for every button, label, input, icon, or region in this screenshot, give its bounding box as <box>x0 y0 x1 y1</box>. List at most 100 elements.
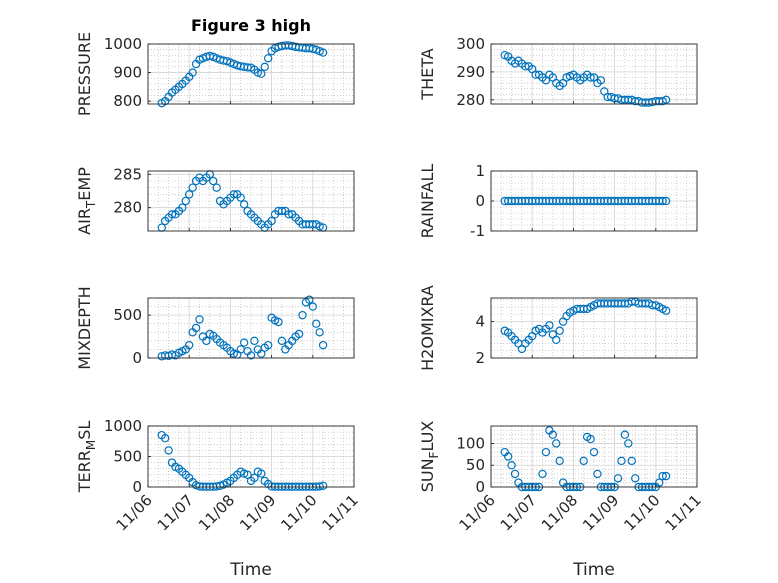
data-point <box>160 434 170 443</box>
data-point <box>243 470 252 479</box>
data-point <box>315 482 324 491</box>
data-point <box>510 469 520 479</box>
data-point <box>308 302 317 311</box>
data-point <box>620 430 630 439</box>
y-tick-label: 1 <box>475 162 485 180</box>
x-tick-label: 11/08 <box>538 491 581 534</box>
data-point <box>229 190 239 199</box>
y-tick-label: 50 <box>466 456 485 474</box>
data-point <box>188 68 197 77</box>
x-tick-label: 11/10 <box>620 491 663 534</box>
y-tick-label: 500 <box>113 448 142 466</box>
y-tick-label: 4 <box>475 313 485 331</box>
data-point <box>589 447 599 457</box>
y-tick-label: 2 <box>475 349 485 367</box>
x-tick-label: 11/09 <box>579 491 622 534</box>
data-point <box>212 183 221 192</box>
data-point <box>274 317 283 327</box>
data-point <box>239 338 249 347</box>
data-point <box>548 430 558 439</box>
data-point <box>318 340 328 350</box>
data-point <box>257 69 266 78</box>
subplot-3: 280 285 AIRTEMP <box>75 165 355 235</box>
x-tick-label: 11/09 <box>236 491 279 534</box>
y-tick-label: 1000 <box>104 417 142 435</box>
y-axis-label: SUNFLUX <box>418 421 441 493</box>
axes-box <box>490 425 698 488</box>
data-point <box>246 351 256 360</box>
data-point <box>586 434 595 444</box>
data-point <box>596 76 606 85</box>
data-point <box>263 54 273 63</box>
axes-box <box>147 170 355 232</box>
y-axis-label: AIRTEMP <box>75 167 98 235</box>
y-tick-label: 1000 <box>104 35 142 53</box>
x-tick-label: 11/07 <box>497 491 540 534</box>
y-axis-label: MIXDEPTH <box>75 286 94 369</box>
y-axis-label: RAINFALL <box>418 164 437 239</box>
y-tick-label: 100 <box>456 434 485 452</box>
x-axis-label-left: Time <box>229 560 272 580</box>
data-point <box>277 206 287 216</box>
axes-box <box>490 297 698 359</box>
y-tick-label: 300 <box>456 35 485 53</box>
y-tick-label: 285 <box>113 165 142 183</box>
data-point <box>184 340 194 350</box>
y-axis-label: PRESSURE <box>75 32 94 116</box>
y-tick-label: 800 <box>113 92 142 110</box>
data-series <box>157 170 328 232</box>
data-point <box>164 446 173 455</box>
data-series <box>500 297 671 354</box>
data-point <box>315 328 324 337</box>
y-tick-label: 500 <box>113 306 142 324</box>
data-point <box>229 349 239 358</box>
x-axis-label-right: Time <box>572 560 615 580</box>
data-point <box>555 456 564 466</box>
data-point <box>294 329 304 339</box>
y-tick-label: 280 <box>113 199 142 217</box>
y-axis-label: H2OMIXRA <box>418 285 437 371</box>
data-point <box>191 323 201 333</box>
data-point <box>167 210 177 219</box>
data-point <box>209 176 218 186</box>
subplot-6: 2 4 H2OMIXRA <box>418 285 698 371</box>
data-point <box>613 474 623 483</box>
data-point <box>298 310 307 320</box>
data-point <box>195 315 204 324</box>
data-point <box>661 306 671 315</box>
axes-box <box>490 43 698 105</box>
data-point <box>631 474 640 483</box>
subplot-4: -1 0 1 RAINFALL <box>418 162 698 240</box>
x-tick-label: 11/10 <box>277 491 320 534</box>
data-point <box>538 469 547 479</box>
y-axis-label: TERRMSL <box>75 421 98 494</box>
data-point <box>658 471 667 481</box>
data-point <box>579 456 588 466</box>
data-point <box>507 461 516 470</box>
data-point <box>305 295 314 304</box>
data-point <box>318 48 328 57</box>
data-series <box>157 41 328 108</box>
data-point <box>552 335 561 345</box>
axes-box <box>147 43 355 105</box>
data-point <box>284 210 293 219</box>
data-point <box>627 456 636 466</box>
data-point <box>236 193 245 202</box>
data-point <box>531 70 540 79</box>
minor-grid <box>147 171 355 231</box>
figure-title: Figure 3 high <box>191 16 311 35</box>
data-point <box>253 68 263 77</box>
data-point <box>277 336 287 346</box>
data-point <box>555 326 564 335</box>
x-tick-label: 11/11 <box>662 491 705 534</box>
data-point <box>312 319 321 328</box>
data-point <box>552 439 561 448</box>
data-point <box>661 95 671 105</box>
subplot-5: 0 500 MIXDEPTH <box>75 286 355 370</box>
data-point <box>318 481 328 490</box>
data-point <box>586 73 595 82</box>
data-point <box>181 196 190 206</box>
